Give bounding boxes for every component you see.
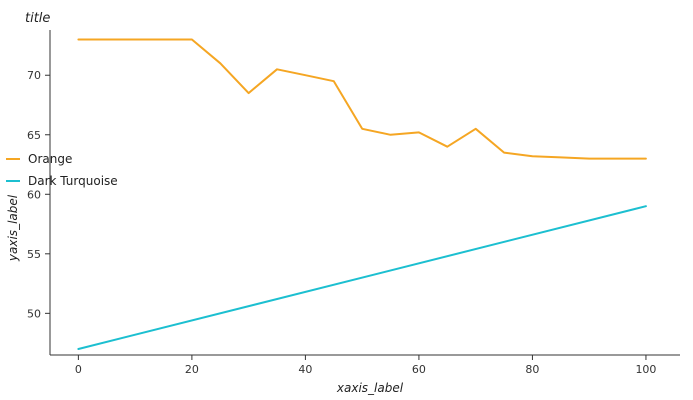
y-tick-label: 50 (27, 307, 41, 320)
legend: Orange Dark Turquoise (6, 152, 118, 188)
x-tick-label: 0 (75, 363, 82, 376)
y-ticks: 50 55 60 65 70 (27, 69, 50, 320)
legend-label-dark-turquoise: Dark Turquoise (28, 174, 118, 188)
y-axis-label: yaxis_label (6, 194, 20, 262)
y-tick-label: 55 (27, 248, 41, 261)
x-tick-label: 60 (412, 363, 426, 376)
x-tick-label: 40 (298, 363, 312, 376)
y-tick-label: 60 (27, 188, 41, 201)
x-tick-label: 100 (635, 363, 656, 376)
chart-title: title (25, 11, 50, 26)
x-tick-label: 80 (525, 363, 539, 376)
y-tick-label: 70 (27, 69, 41, 82)
x-tick-label: 20 (185, 363, 199, 376)
x-ticks: 0 20 40 60 80 100 (75, 355, 656, 376)
series-layer (77, 38, 647, 350)
series-line-dark-turquoise (77, 205, 647, 350)
series-line-orange (77, 38, 647, 160)
y-tick-label: 65 (27, 129, 41, 142)
x-axis-label: xaxis_label (336, 381, 404, 395)
